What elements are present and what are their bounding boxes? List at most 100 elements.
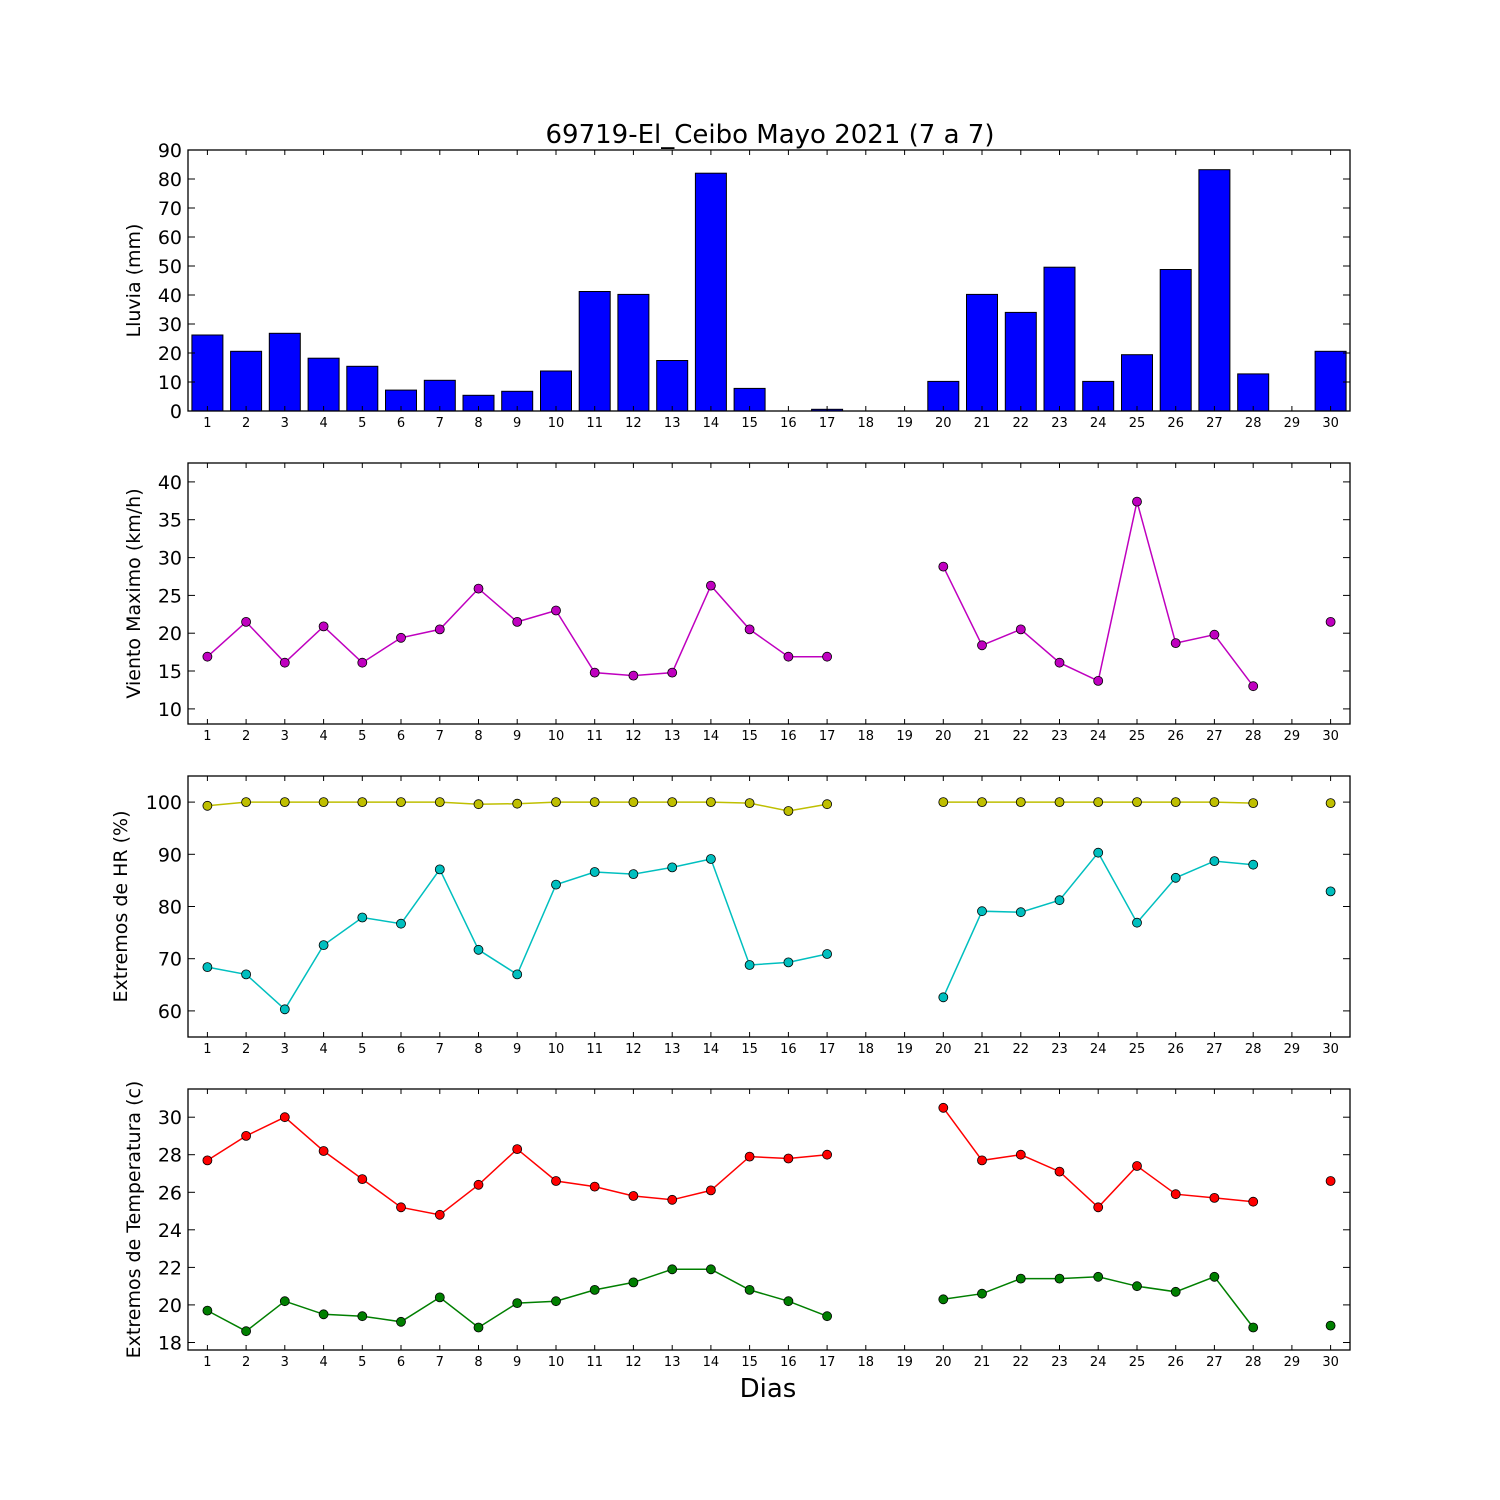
data-point [938,992,949,1003]
data-point [1015,624,1026,635]
x-tick-label: 7 [436,416,444,431]
x-tick-label: 11 [586,416,603,431]
data-point [202,962,213,972]
x-tick-label: 4 [319,729,327,744]
data-point [396,797,406,807]
data-point [202,651,213,662]
x-tick-label: 14 [703,729,720,744]
x-tick-label: 16 [780,1355,797,1370]
data-point [1015,797,1026,807]
x-tick-label: 15 [741,1042,758,1057]
data-point [1248,1196,1259,1207]
x-tick-label: 25 [1129,416,1146,431]
data-point [1132,1281,1142,1292]
x-tick-label: 3 [281,729,289,744]
data-point [977,797,987,807]
data-point [1248,798,1259,808]
x-tick-label: 29 [1284,729,1301,744]
x-tick-label: 27 [1206,729,1223,744]
data-point [512,798,523,809]
data-point [434,1292,445,1303]
series-line [206,584,828,677]
y-tick-label: 70 [158,949,182,971]
x-tick-label: 8 [474,416,482,431]
x-tick-label: 16 [780,1042,797,1057]
y-tick-label: 50 [158,256,182,278]
data-point [706,580,716,591]
data-point [434,797,445,807]
x-tick-label: 3 [281,1042,289,1057]
data-point [512,1298,523,1308]
x-tick-label: 24 [1090,729,1107,744]
x-tick-label: 10 [548,729,565,744]
panels: 1 2 3 4 5 6 7 8 9 10 11 12 13 14 15 16 17 18 19 20 21 22 23 24 2… [110,140,1351,1370]
y-tick-label: 100 [146,792,182,814]
x-tick-label: 20 [935,1355,952,1370]
x-tick-label: 28 [1245,1042,1262,1057]
data-point [1132,496,1142,507]
data-point [938,561,949,572]
y-tick-label: 10 [158,372,182,394]
data-point [551,605,561,616]
x-tick-label: 6 [397,1355,405,1370]
data-point [628,869,639,879]
rain-bar [1159,269,1192,412]
data-point [1248,1322,1259,1333]
data-point [241,1326,252,1337]
data-point [396,1202,406,1213]
data-point [1209,856,1220,866]
data-point [1093,797,1104,807]
data-point [822,651,832,662]
x-tick-label: 17 [819,1355,836,1370]
data-point [589,867,600,877]
data-point [318,621,329,632]
data-point [938,1294,949,1305]
y-tick-label: 70 [158,198,182,220]
data-point [822,1311,832,1322]
axes-frame [187,1088,1351,1351]
x-tick-label: 29 [1284,1355,1301,1370]
x-tick-label: 11 [586,1355,603,1370]
x-axis-label: Dias [740,1374,797,1404]
x-tick-label: 2 [242,729,250,744]
data-point [357,797,368,807]
x-tick-label: 1 [203,1042,211,1057]
data-point [783,806,794,816]
data-point [589,1181,600,1192]
data-point [279,1004,290,1015]
x-tick-label: 23 [1051,1042,1068,1057]
x-tick-label: 11 [586,729,603,744]
data-point [241,797,252,807]
data-point [1132,917,1142,928]
data-point [744,960,755,970]
data-point [783,1296,794,1307]
data-point [512,617,523,627]
rain-bar [1043,266,1076,412]
data-point [1054,895,1065,906]
series-line [942,851,1254,998]
x-tick-label: 30 [1322,1355,1339,1370]
y-tick-label: 90 [158,140,182,162]
panel-3: 1 2 3 4 5 6 7 8 9 10 11 12 13 14 15 16 17 18 19 20 21 22 23 24 2… [110,775,1351,1057]
x-tick-label: 16 [780,729,797,744]
y-tick-label: 35 [158,510,182,532]
data-point [977,906,987,917]
data-point [279,797,290,807]
data-point [744,1151,755,1162]
x-tick-label: 12 [625,1355,642,1370]
x-tick-label: 19 [896,416,913,431]
data-point [551,1296,561,1307]
data-point [589,667,600,678]
data-point [279,1112,290,1123]
data-point [1325,1320,1336,1331]
y-tick-label: 80 [158,169,182,191]
x-tick-label: 9 [513,729,521,744]
data-point [667,1194,678,1205]
data-point [783,651,794,662]
data-point [822,1149,832,1160]
x-tick-label: 13 [664,1355,681,1370]
data-point [318,1146,329,1156]
y-tick-label: 40 [158,285,182,307]
x-tick-label: 4 [319,1355,327,1370]
data-point [1093,847,1104,858]
